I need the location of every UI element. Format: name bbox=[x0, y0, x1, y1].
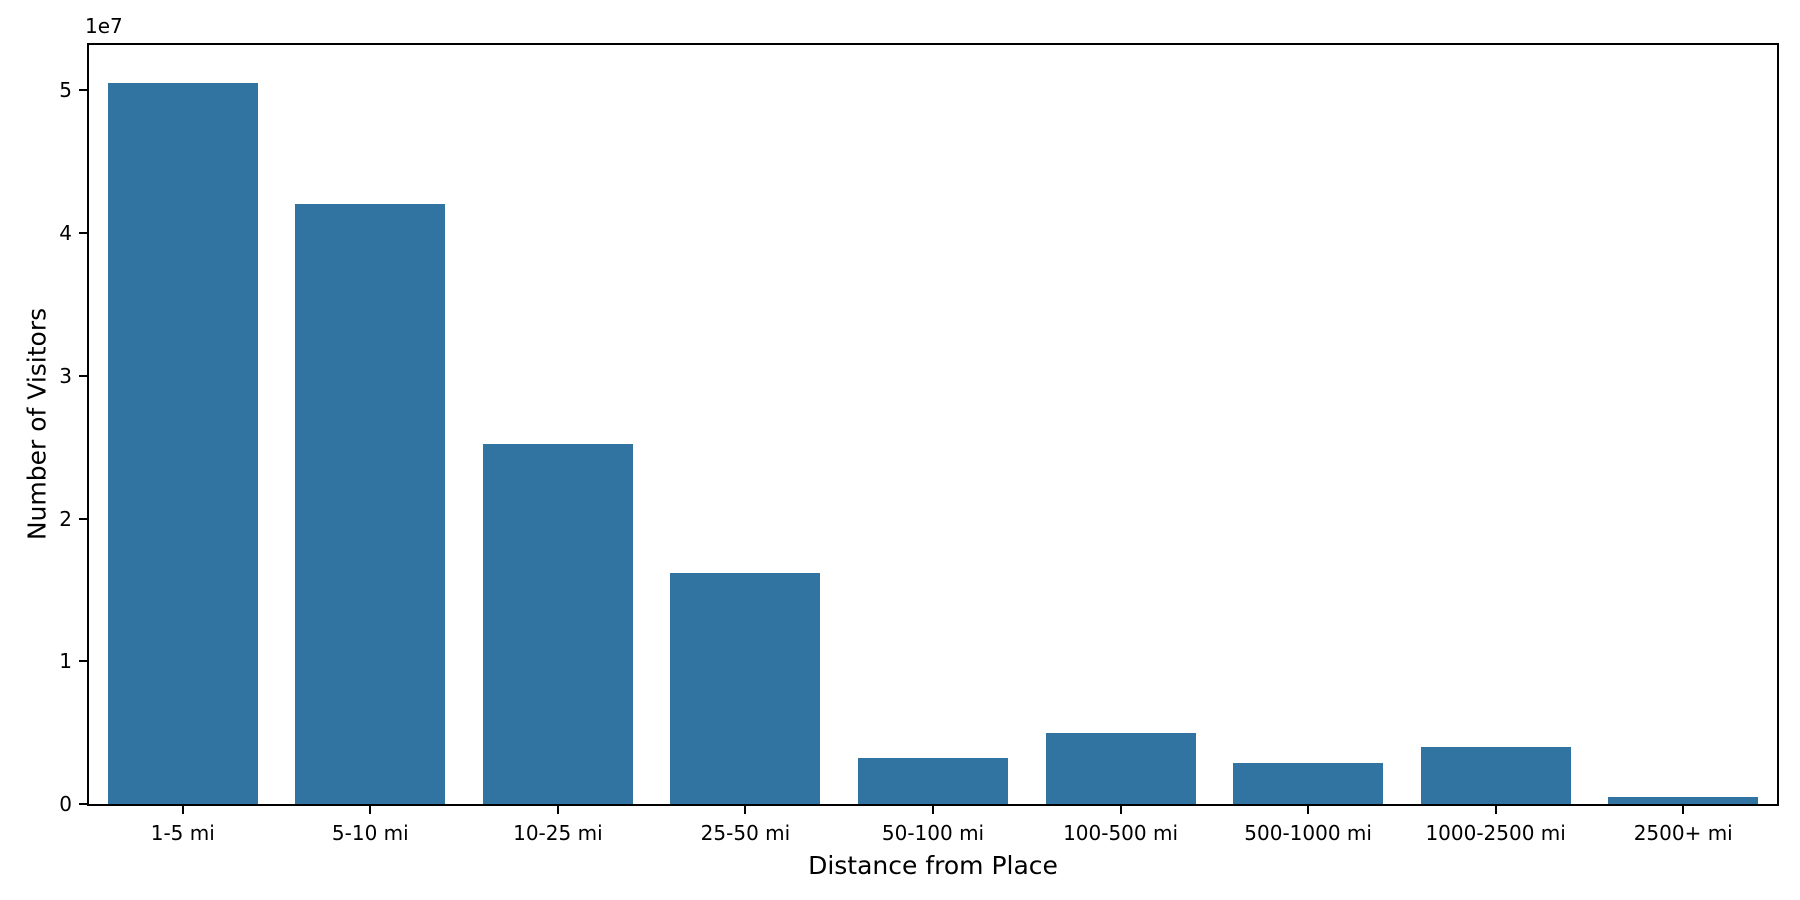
bar-6 bbox=[1233, 762, 1384, 804]
y-tick-0 bbox=[79, 803, 87, 805]
y-tick-label-3: 3 bbox=[59, 363, 72, 388]
x-tick-5 bbox=[1119, 806, 1122, 814]
x-tick-0 bbox=[181, 806, 184, 814]
y-tick-label-4: 4 bbox=[59, 221, 72, 245]
x-tick-label-4: 50-100 mi bbox=[881, 821, 985, 845]
y-tick-label-5: 5 bbox=[59, 78, 72, 103]
y-tick-1 bbox=[79, 660, 87, 663]
x-tick-1 bbox=[369, 806, 372, 814]
y-tick-3 bbox=[79, 374, 87, 377]
x-tick-2 bbox=[556, 806, 559, 814]
bar-8 bbox=[1608, 796, 1759, 804]
plot-area bbox=[87, 43, 1779, 806]
bar-1 bbox=[295, 204, 446, 804]
x-tick-label-8: 2500+ mi bbox=[1633, 821, 1733, 845]
bar-2 bbox=[482, 444, 633, 804]
y-tick-label-0: 0 bbox=[59, 792, 72, 816]
x-tick-4 bbox=[932, 806, 934, 814]
x-tick-label-1: 5-10 mi bbox=[331, 821, 409, 845]
x-tick-label-0: 1-5 mi bbox=[150, 821, 215, 845]
bar-5 bbox=[1045, 732, 1196, 804]
x-tick-label-5: 100-500 mi bbox=[1063, 821, 1179, 845]
bar-0 bbox=[107, 83, 258, 804]
y-axis-offset-label: 1e7 bbox=[85, 14, 123, 38]
x-tick-6 bbox=[1307, 806, 1310, 814]
x-axis-title: Distance from Place bbox=[808, 851, 1058, 880]
x-tick-label-3: 25-50 mi bbox=[700, 821, 791, 845]
y-tick-label-1: 1 bbox=[59, 649, 72, 674]
bar-4 bbox=[857, 758, 1008, 804]
y-tick-label-2: 2 bbox=[59, 506, 72, 531]
x-tick-7 bbox=[1494, 806, 1497, 814]
y-tick-4 bbox=[79, 232, 87, 234]
bar-7 bbox=[1420, 746, 1571, 804]
y-tick-2 bbox=[79, 517, 87, 520]
x-tick-label-7: 1000-2500 mi bbox=[1425, 821, 1566, 845]
x-tick-3 bbox=[744, 806, 747, 814]
x-tick-label-6: 500-1000 mi bbox=[1244, 821, 1372, 845]
x-tick-8 bbox=[1682, 806, 1685, 814]
bar-3 bbox=[670, 572, 821, 804]
x-tick-label-2: 10-25 mi bbox=[513, 821, 603, 845]
y-tick-5 bbox=[79, 89, 87, 92]
